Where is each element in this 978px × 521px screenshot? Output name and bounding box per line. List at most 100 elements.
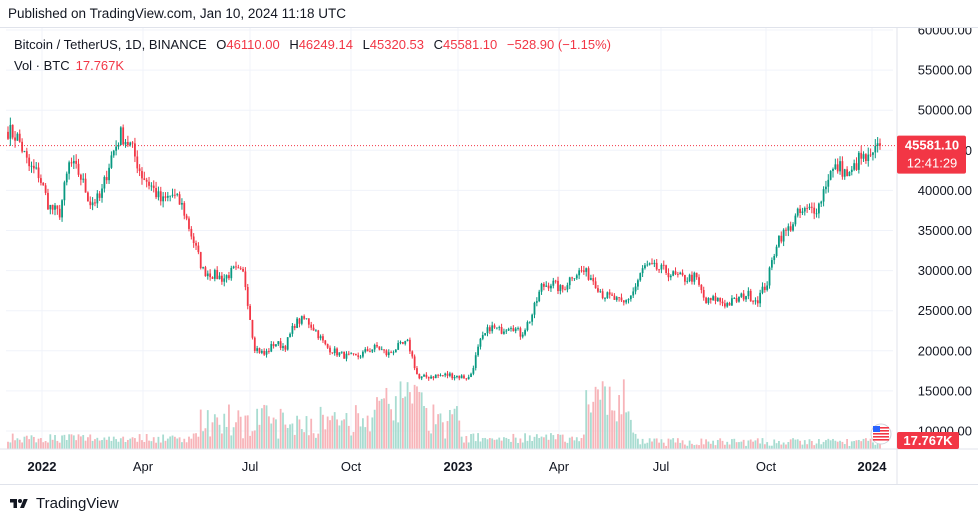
- candle: [134, 137, 136, 163]
- tradingview-logo[interactable]: TradingView: [8, 495, 119, 512]
- volume-bar: [228, 404, 230, 449]
- candle-body: [648, 263, 651, 265]
- volume-bar: [747, 440, 750, 449]
- candle: [611, 292, 613, 296]
- candle-body: [18, 133, 21, 142]
- volume-bar: [216, 417, 219, 449]
- volume-label[interactable]: Vol · BTC: [14, 58, 70, 73]
- candle: [317, 329, 320, 340]
- candle: [77, 158, 80, 177]
- candle-body: [159, 191, 162, 202]
- candle-body: [672, 271, 675, 276]
- volume-bar: [296, 415, 298, 449]
- candle: [232, 265, 235, 269]
- candle-body: [30, 165, 33, 167]
- candle: [122, 124, 125, 146]
- candle: [162, 191, 165, 208]
- volume-bar: [387, 403, 390, 449]
- candle-body: [404, 341, 407, 344]
- candle-body: [829, 171, 832, 180]
- volume-bar: [498, 437, 501, 449]
- volume-bar: [782, 442, 785, 449]
- candle-body: [383, 349, 385, 351]
- candle: [754, 297, 757, 305]
- candle: [326, 343, 329, 350]
- volume-bar: [340, 420, 343, 449]
- candle: [860, 145, 863, 165]
- candle-body: [547, 285, 550, 289]
- candle: [479, 337, 482, 350]
- volume-bar: [246, 415, 249, 449]
- volume-bar: [474, 441, 477, 449]
- candle-body: [237, 267, 240, 269]
- candle: [237, 264, 240, 269]
- candle-body: [524, 330, 526, 335]
- volume-bar: [550, 433, 552, 449]
- candle-body: [803, 208, 806, 212]
- volume-bar: [282, 412, 284, 449]
- volume-bar: [745, 445, 747, 449]
- candle-body: [171, 194, 174, 196]
- candle-body: [9, 124, 12, 139]
- candle-body: [782, 229, 785, 242]
- volume-bar: [723, 444, 726, 449]
- symbol-title[interactable]: Bitcoin / TetherUS, 1D, BINANCE: [14, 37, 207, 52]
- y-tick-label: 15000.00: [918, 383, 972, 398]
- candle: [587, 266, 590, 281]
- candle-body: [437, 374, 440, 376]
- chart-area[interactable]: 60000.0055000.0050000.0045000.0040000.00…: [0, 27, 978, 485]
- candle: [373, 343, 376, 353]
- candle: [397, 340, 400, 350]
- candle-body: [373, 344, 376, 350]
- published-caption: Published on TradingView.com, Jan 10, 20…: [8, 6, 346, 21]
- volume-bar: [251, 431, 254, 449]
- candle: [16, 132, 19, 141]
- y-tick-label: 40000.00: [918, 183, 972, 198]
- candle: [279, 337, 282, 351]
- volume-bar: [258, 424, 261, 449]
- candle: [585, 267, 588, 277]
- candle-body: [134, 143, 136, 157]
- candlestick-chart[interactable]: 60000.0055000.0050000.0045000.0040000.00…: [0, 28, 978, 484]
- candle: [54, 202, 56, 216]
- candle: [815, 208, 818, 218]
- candle-body: [646, 264, 649, 266]
- candle-body: [197, 245, 200, 253]
- close-value: 45581.10: [443, 37, 498, 52]
- volume-bar: [481, 438, 484, 449]
- volume-bar: [648, 438, 651, 449]
- open-value: 46110.00: [226, 37, 280, 52]
- price-candles: [7, 117, 881, 381]
- volume-bar: [366, 415, 369, 449]
- candle: [796, 207, 799, 218]
- candle-body: [658, 269, 660, 271]
- volume-bar: [867, 440, 870, 449]
- volume-bar: [150, 441, 153, 449]
- volume-bar: [754, 440, 757, 449]
- candle-body: [439, 375, 442, 376]
- candle-body: [418, 374, 421, 379]
- high-value: 46249.14: [298, 37, 353, 52]
- candle: [150, 182, 153, 191]
- candle-body: [25, 151, 28, 158]
- volume-bar: [448, 409, 451, 449]
- candle-body: [815, 213, 818, 215]
- candle-body: [794, 215, 797, 225]
- candle-body: [166, 195, 169, 198]
- candle: [378, 346, 381, 351]
- volume-bar: [300, 429, 303, 449]
- candle: [11, 124, 14, 140]
- volume-bar: [16, 438, 19, 449]
- candle-body: [566, 285, 569, 290]
- candle: [498, 325, 501, 331]
- flag-stripe: [873, 436, 889, 438]
- candle-body: [51, 204, 54, 210]
- candle: [178, 191, 181, 205]
- candle-body: [754, 300, 757, 302]
- candle: [714, 292, 717, 305]
- candle-body: [392, 352, 395, 354]
- volume-bar: [632, 432, 635, 449]
- volume-bar: [803, 440, 806, 449]
- candle-body: [296, 318, 298, 328]
- volume-bar: [108, 436, 110, 449]
